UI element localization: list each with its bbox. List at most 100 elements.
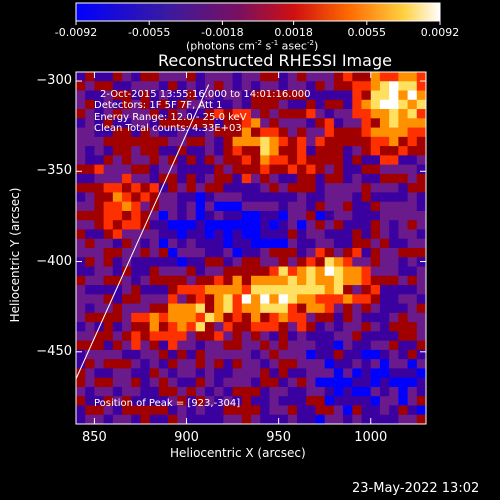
- heatmap-cell: [103, 146, 114, 156]
- heatmap-cell: [398, 192, 408, 203]
- heatmap-cell: [278, 349, 289, 360]
- heatmap-cell: [85, 155, 95, 166]
- heatmap-cell: [195, 359, 206, 369]
- heatmap-cell: [149, 405, 160, 416]
- heatmap-cell: [85, 414, 95, 425]
- heatmap-cell: [158, 109, 169, 119]
- heatmap-cell: [223, 405, 233, 416]
- heatmap-cell: [76, 183, 86, 193]
- heatmap-cell: [122, 99, 132, 110]
- heatmap-cell: [214, 266, 224, 277]
- heatmap-cell: [94, 238, 105, 249]
- heatmap-cell: [370, 340, 381, 351]
- heatmap-cell: [103, 257, 114, 267]
- heatmap-cell: [389, 164, 399, 175]
- heatmap-cell: [287, 405, 298, 416]
- heatmap-cell: [168, 173, 178, 184]
- heatmap-cell: [333, 99, 344, 110]
- heatmap-cell: [149, 303, 160, 314]
- heatmap-cell: [333, 340, 344, 351]
- heatmap-cell: [324, 349, 335, 360]
- heatmap-cell: [223, 229, 233, 240]
- heatmap-cell: [278, 238, 289, 249]
- heatmap-cell: [361, 164, 372, 175]
- heatmap-cell: [85, 248, 95, 258]
- heatmap-cell: [324, 192, 335, 203]
- heatmap-cell: [315, 368, 326, 379]
- heatmap-cell: [241, 81, 252, 91]
- heatmap-cell: [112, 377, 123, 388]
- heatmap-cell: [333, 248, 344, 258]
- heatmap-cell: [324, 377, 335, 388]
- heatmap-cell: [232, 173, 243, 184]
- heatmap-cell: [140, 294, 151, 304]
- heatmap-cell: [306, 248, 316, 258]
- heatmap-cell: [112, 90, 123, 101]
- heatmap-cell: [177, 183, 187, 193]
- heatmap-cell: [379, 146, 390, 156]
- heatmap-cell: [85, 192, 95, 203]
- heatmap-cell: [232, 248, 243, 258]
- heatmap-cell: [416, 118, 427, 128]
- heatmap-cell: [158, 266, 169, 277]
- heatmap-cell: [251, 229, 261, 240]
- heatmap-cell: [85, 340, 95, 351]
- heatmap-cell: [352, 257, 362, 267]
- heatmap-cell: [352, 210, 362, 221]
- heatmap-cell: [122, 146, 132, 156]
- heatmap-cell: [76, 220, 86, 230]
- heatmap-cell: [361, 294, 372, 304]
- heatmap-cell: [140, 257, 151, 267]
- heatmap-cell: [306, 414, 316, 425]
- heatmap-cell: [214, 173, 224, 184]
- y-tick-label: −300: [36, 73, 72, 89]
- heatmap-cell: [177, 248, 187, 258]
- heatmap-cell: [389, 72, 399, 82]
- heatmap-cell: [343, 257, 353, 267]
- heatmap-cell: [214, 109, 224, 119]
- heatmap-cell: [370, 210, 381, 221]
- heatmap-cell: [278, 275, 289, 286]
- heatmap-cell: [343, 340, 353, 351]
- heatmap-cell: [389, 210, 399, 221]
- heatmap-cell: [112, 303, 123, 314]
- heatmap-cell: [297, 238, 307, 249]
- heatmap-cell: [278, 118, 289, 128]
- heatmap-cell: [361, 303, 372, 314]
- heatmap-cell: [333, 118, 344, 128]
- heatmap-cell: [343, 414, 353, 425]
- heatmap-cell: [204, 146, 215, 156]
- heatmap-cell: [168, 331, 178, 342]
- heatmap-cell: [333, 210, 344, 221]
- heatmap-cell: [370, 127, 381, 138]
- heatmap-cell: [379, 322, 390, 332]
- heatmap-cell: [131, 136, 141, 147]
- heatmap-cell: [85, 229, 95, 240]
- heatmap-cell: [186, 72, 197, 82]
- heatmap-cell: [324, 229, 335, 240]
- heatmap-cell: [315, 248, 326, 258]
- heatmap-cell: [260, 201, 270, 212]
- heatmap-cell: [158, 322, 169, 332]
- heatmap-cell: [306, 322, 316, 332]
- heatmap-cell: [370, 349, 381, 360]
- heatmap-cell: [103, 266, 114, 277]
- heatmap-cell: [260, 238, 270, 249]
- heatmap-cell: [223, 322, 233, 332]
- heatmap-cell: [85, 368, 95, 379]
- heatmap-cell: [112, 192, 123, 203]
- heatmap-cell: [416, 81, 427, 91]
- heatmap-cell: [94, 405, 105, 416]
- heatmap-cell: [379, 127, 390, 138]
- heatmap-cell: [407, 210, 418, 221]
- heatmap-cell: [389, 294, 399, 304]
- heatmap-cell: [379, 109, 390, 119]
- heatmap-cell: [140, 331, 151, 342]
- heatmap-cell: [306, 201, 316, 212]
- heatmap-cell: [122, 285, 132, 295]
- heatmap-cell: [232, 359, 243, 369]
- heatmap-cell: [112, 294, 123, 304]
- heatmap-cell: [352, 331, 362, 342]
- heatmap-cell: [122, 183, 132, 193]
- axis-ticks: [76, 72, 426, 424]
